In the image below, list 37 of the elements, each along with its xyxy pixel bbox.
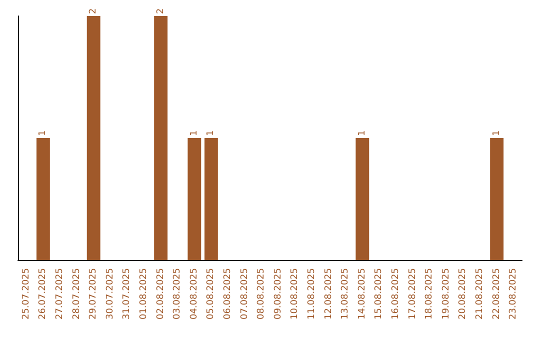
x-tick-label: 15.08.2025 bbox=[374, 268, 384, 320]
data-label: 1 bbox=[38, 130, 48, 136]
x-tick-label: 13.08.2025 bbox=[340, 268, 351, 320]
x-tick-label: 23.08.2025 bbox=[508, 268, 519, 320]
data-label: 2 bbox=[88, 8, 99, 14]
x-tick-label: 21.08.2025 bbox=[475, 268, 485, 320]
x-tick-label: 28.07.2025 bbox=[72, 268, 82, 320]
x-tick-label: 31.07.2025 bbox=[122, 268, 132, 320]
x-tick-label: 06.08.2025 bbox=[223, 268, 233, 320]
x-tick-label: 17.08.2025 bbox=[408, 268, 418, 320]
x-tick-label: 26.07.2025 bbox=[38, 268, 48, 320]
x-tick-label: 02.08.2025 bbox=[156, 268, 166, 320]
x-tick-label: 04.08.2025 bbox=[189, 268, 200, 320]
x-tick-label: 22.08.2025 bbox=[492, 268, 502, 320]
x-tick-label: 14.08.2025 bbox=[357, 268, 368, 320]
x-tick-label: 01.08.2025 bbox=[139, 268, 149, 320]
x-tick-label: 20.08.2025 bbox=[458, 268, 468, 320]
x-tick-label: 03.08.2025 bbox=[172, 268, 183, 320]
x-tick-label: 10.08.2025 bbox=[290, 268, 300, 320]
x-tick-label: 25.07.2025 bbox=[21, 268, 32, 320]
x-tick-label: 09.08.2025 bbox=[273, 268, 284, 320]
data-label: 1 bbox=[206, 130, 216, 136]
x-tick-label: 11.08.2025 bbox=[307, 268, 317, 320]
data-label: 1 bbox=[492, 130, 502, 136]
x-tick-label: 05.08.2025 bbox=[206, 268, 216, 320]
x-tick-label: 08.08.2025 bbox=[256, 268, 267, 320]
x-tick-label: 29.07.2025 bbox=[88, 268, 99, 320]
x-tick-label: 12.08.2025 bbox=[324, 268, 334, 320]
x-tick-label: 07.08.2025 bbox=[240, 268, 250, 320]
x-tick-label: 16.08.2025 bbox=[391, 268, 401, 320]
data-label: 2 bbox=[156, 8, 166, 14]
x-tick-label: 27.07.2025 bbox=[55, 268, 65, 320]
data-label: 1 bbox=[189, 130, 200, 136]
x-tick-label: 30.07.2025 bbox=[105, 268, 116, 320]
x-tick-label: 18.08.2025 bbox=[424, 268, 435, 320]
data-label: 1 bbox=[357, 130, 368, 136]
x-tick-label: 19.08.2025 bbox=[441, 268, 452, 320]
